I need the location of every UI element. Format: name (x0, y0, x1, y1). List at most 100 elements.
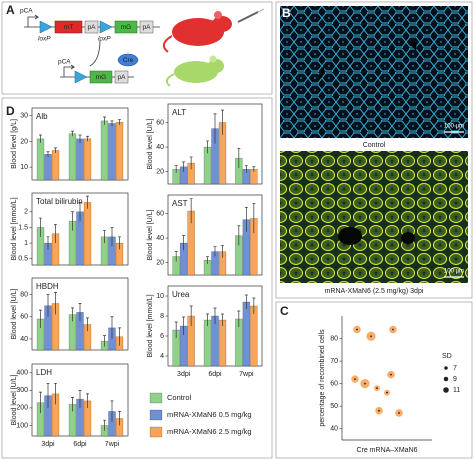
bar (203, 319, 212, 367)
gene-box (54, 20, 83, 34)
image-caption: Control (363, 142, 386, 149)
y-tick-label: 70 (330, 358, 338, 365)
scale-bar-label: 100 µm (444, 124, 464, 130)
vessel (401, 232, 415, 244)
chart-title: HBDH (36, 282, 59, 291)
y-axis-label: percentage of recombined cells (319, 329, 326, 427)
size-legend-label: 11 (453, 387, 460, 394)
polya-box (114, 70, 129, 84)
point-center (354, 378, 356, 381)
point-center (364, 382, 366, 385)
error-bar (39, 309, 42, 328)
x-tick-label: 3dpi (177, 371, 191, 378)
gene-box (114, 20, 138, 34)
micrograph (280, 6, 468, 138)
error-bar (237, 310, 241, 327)
loxp-triangle (39, 20, 53, 34)
chart-title: LDH (36, 368, 52, 377)
panel-letter: B (282, 6, 291, 20)
y-tick-label: 40 (156, 144, 164, 151)
panel-letter: D (6, 104, 15, 118)
y-axis-label: Blood level [g/L] (11, 119, 18, 169)
loxp-triangle (99, 20, 113, 34)
error-bar (118, 236, 121, 250)
error-bar (78, 134, 82, 143)
y-tick-label: 10 (156, 293, 164, 300)
y-tick-label: 40 (20, 336, 28, 343)
error-bar (46, 294, 50, 317)
point-center (378, 409, 380, 412)
x-tick-label: 7wpi (239, 371, 254, 378)
error-bar (118, 327, 121, 346)
cre-label: Cre (123, 57, 134, 64)
y-tick-label: 20 (156, 260, 164, 267)
error-bar (46, 151, 50, 157)
bar (44, 154, 52, 181)
y-tick-label: 20 (156, 169, 164, 176)
error-bar (244, 294, 248, 309)
construct-diagram: pCA loxP mT pA loxP mG pA Cre pCA mG pA (20, 8, 160, 84)
y-tick-label: 10 (20, 164, 28, 171)
error-bar (71, 307, 74, 322)
bar (108, 123, 116, 181)
legend-swatch (149, 392, 163, 404)
error-bar (78, 303, 82, 322)
panel-d-box (1, 97, 273, 459)
y-axis-label: Blood level [U/L] (147, 118, 154, 169)
error-bar (252, 297, 256, 314)
gene-label: mT (64, 24, 73, 31)
error-bar (118, 119, 121, 125)
bar (100, 120, 109, 181)
loxp-label: loxP (38, 36, 51, 43)
error-bar (174, 321, 178, 338)
panel-b-box (275, 1, 473, 299)
error-bar (54, 292, 57, 315)
legend-swatch (149, 426, 163, 438)
error-bar (244, 165, 248, 173)
error-bar (71, 397, 74, 412)
bar (68, 133, 77, 181)
gene-label: mG (96, 74, 106, 81)
bar (36, 138, 45, 181)
image-caption: mRNA-XMaN6 (2.5 mg/kg) 3dpi (325, 288, 424, 295)
chart-title: Urea (172, 290, 190, 299)
error-bar (189, 156, 193, 170)
error-bar (244, 206, 248, 232)
y-tick-label: 4 (160, 353, 164, 360)
error-bar (103, 419, 106, 431)
x-tick-label: 7wpi (105, 441, 120, 448)
y-tick-label: 80 (330, 335, 338, 342)
x-axis-label: Cre mRNA–XMaN6 (356, 447, 417, 454)
size-legend-marker (443, 387, 449, 393)
promoter-label: pCA (20, 8, 33, 15)
error-bar (221, 109, 224, 135)
error-bar (110, 227, 114, 247)
error-bar (39, 134, 42, 143)
error-bar (189, 198, 193, 224)
red-mouse (162, 8, 265, 53)
loxp-label: loxP (98, 36, 111, 43)
y-tick-label: 60 (20, 314, 28, 321)
legend-label: Control (167, 393, 192, 402)
error-bar (189, 305, 193, 326)
error-bar (221, 313, 224, 326)
error-bar (206, 140, 209, 154)
error-bar (54, 147, 57, 153)
y-tick-label: 50 (330, 403, 338, 410)
panel-a-box (1, 1, 273, 95)
y-tick-label: 60 (330, 380, 338, 387)
error-bar (71, 211, 74, 231)
panel-c-box (275, 301, 473, 459)
error-bar (206, 256, 209, 264)
y-tick-label: 1 (24, 240, 28, 247)
chart-title: AST (172, 199, 188, 208)
y-tick-label: 80 (20, 291, 28, 298)
point-center (390, 373, 392, 376)
point-center (398, 412, 400, 414)
error-bar (182, 235, 186, 251)
bar (218, 319, 227, 367)
error-bar (206, 313, 209, 326)
error-bar (182, 161, 186, 172)
size-legend-marker (444, 366, 448, 370)
